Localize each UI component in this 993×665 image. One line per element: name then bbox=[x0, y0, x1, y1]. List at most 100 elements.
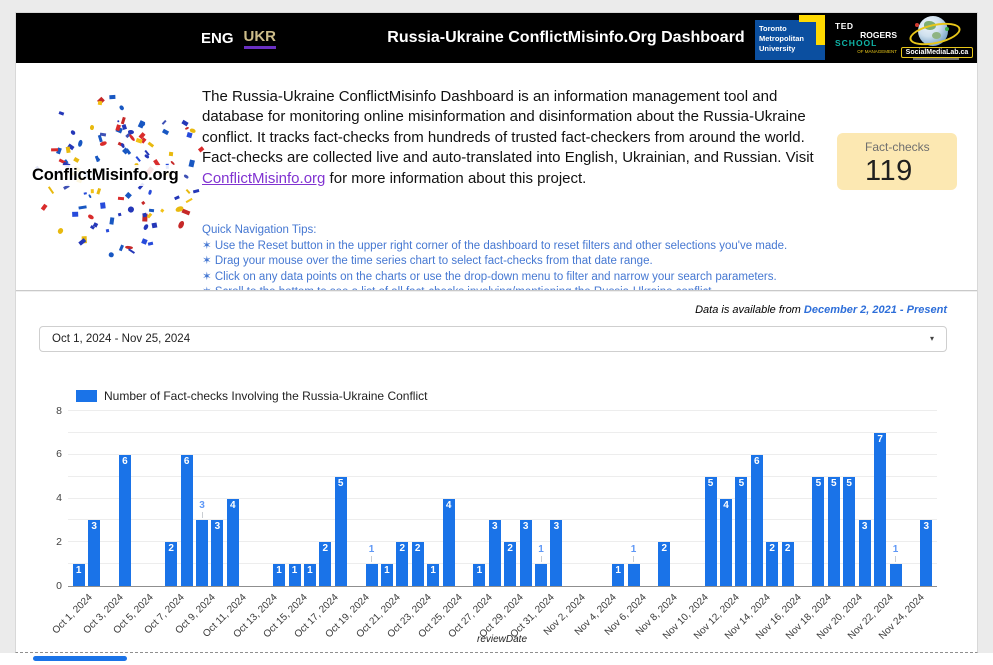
ted-rogers-logo: TED ROGERS SCHOOL OF MANAGEMENT bbox=[835, 21, 897, 54]
bar-oct-11-2024[interactable]: 4 bbox=[226, 498, 239, 586]
confetti-particle bbox=[162, 129, 169, 136]
confetti-particle bbox=[121, 123, 127, 130]
data-availability-note: Data is available from December 2, 2021 … bbox=[695, 304, 947, 316]
bar-oct-27-2024[interactable]: 1 bbox=[473, 564, 486, 586]
legend-label: Number of Fact-checks Involving the Russ… bbox=[104, 389, 428, 403]
bar-value-label: 3 bbox=[522, 521, 529, 533]
bar-value-label: 5 bbox=[337, 477, 344, 489]
confetti-particle bbox=[125, 191, 133, 199]
bar-nov-23-2024[interactable] bbox=[889, 564, 902, 586]
bar-chart: 0 2 4 6 8 Oct 1, 2024 1 3 Oct 3, 2024 6 Oct 5, 202… bbox=[50, 405, 937, 642]
chart-legend: Number of Fact-checks Involving the Russ… bbox=[76, 389, 427, 403]
bar-nov-22-2024[interactable]: 7 bbox=[874, 432, 887, 586]
bar-oct-7-2024[interactable]: 2 bbox=[165, 542, 178, 586]
bar-value-label: 6 bbox=[122, 455, 128, 467]
confetti-particle bbox=[151, 221, 157, 228]
language-toggle: ENG UKR bbox=[201, 13, 277, 63]
bar-nov-15-2024[interactable]: 2 bbox=[766, 542, 779, 586]
bar-oct-24-2024[interactable]: 1 bbox=[427, 564, 440, 586]
bar-nov-12-2024[interactable]: 4 bbox=[720, 498, 732, 586]
bar-value-label: 3 bbox=[861, 521, 868, 533]
confetti-particle bbox=[185, 188, 191, 194]
intro-section: ConflictMisinfo.org The Russia-Ukraine C… bbox=[16, 63, 977, 290]
bar-value-label-above: 1 bbox=[368, 544, 375, 556]
bar-oct-17-2024[interactable]: 2 bbox=[319, 542, 332, 586]
bar-oct-4-2024[interactable]: 6 bbox=[118, 454, 131, 586]
social-media-lab-name: SocialMediaLab.ca bbox=[901, 47, 973, 58]
scorecard-label: Fact-checks bbox=[865, 140, 930, 154]
bar-oct-21-2024[interactable]: 1 bbox=[380, 564, 393, 586]
bar-oct-10-2024[interactable]: 3 bbox=[211, 520, 224, 586]
bar-nov-1-2024[interactable]: 3 bbox=[550, 520, 563, 586]
availability-range: December 2, 2021 - Present bbox=[803, 304, 947, 316]
legend-swatch bbox=[76, 390, 97, 402]
confetti-particle bbox=[105, 229, 110, 233]
bar-oct-28-2024[interactable]: 3 bbox=[488, 520, 501, 586]
bar-oct-14-2024[interactable]: 1 bbox=[273, 564, 285, 586]
bar-nov-19-2024[interactable]: 5 bbox=[827, 476, 840, 586]
bar-oct-25-2024[interactable]: 4 bbox=[442, 498, 455, 586]
confetti-particle bbox=[117, 212, 122, 217]
bar-nov-25-2024[interactable]: 3 bbox=[920, 520, 933, 586]
conflictmisinfo-link[interactable]: ConflictMisinfo.org bbox=[202, 169, 326, 187]
bar-oct-31-2024[interactable] bbox=[535, 564, 547, 586]
confetti-particle bbox=[118, 104, 125, 112]
bar-nov-21-2024[interactable]: 3 bbox=[858, 520, 871, 586]
bar-value-label: 3 bbox=[214, 521, 221, 533]
tmu-yellow-bar bbox=[816, 15, 825, 45]
bar-oct-20-2024[interactable] bbox=[365, 564, 378, 586]
bar-nov-5-2024[interactable]: 1 bbox=[612, 564, 625, 586]
project-description: The Russia-Ukraine ConflictMisinfo Dashb… bbox=[202, 88, 814, 187]
lang-eng[interactable]: ENG bbox=[201, 29, 234, 47]
bar-nov-11-2024[interactable]: 5 bbox=[704, 476, 717, 586]
confetti-particle bbox=[109, 216, 115, 225]
confetti-particle bbox=[59, 110, 65, 116]
page-bottom-area bbox=[0, 653, 993, 665]
lang-ukr[interactable]: UKR bbox=[243, 28, 277, 49]
confetti-particle bbox=[97, 188, 102, 195]
header-bar: ENG UKR Russia-Ukraine ConflictMisinfo.O… bbox=[16, 13, 977, 63]
x-axis-line bbox=[68, 586, 937, 587]
confetti-particle bbox=[188, 159, 196, 168]
bar-oct-29-2024[interactable]: 2 bbox=[504, 542, 517, 586]
bar-oct-23-2024[interactable]: 2 bbox=[411, 542, 424, 586]
confetti-particle bbox=[117, 196, 124, 200]
y-axis-tick-label: 8 bbox=[56, 404, 62, 417]
bar-oct-18-2024[interactable]: 5 bbox=[334, 476, 347, 586]
confetti-particle bbox=[99, 203, 106, 210]
bar-value-label: 2 bbox=[322, 543, 329, 555]
date-range-dropdown[interactable]: Oct 1, 2024 - Nov 25, 2024 ▾ bbox=[39, 326, 947, 352]
bar-nov-8-2024[interactable]: 2 bbox=[658, 542, 671, 586]
bar-oct-9-2024[interactable] bbox=[196, 520, 208, 586]
tips-title: Quick Navigation Tips: bbox=[202, 224, 317, 236]
confetti-particle bbox=[186, 131, 193, 138]
confetti-particle bbox=[82, 191, 87, 195]
bar-nov-16-2024[interactable]: 2 bbox=[781, 542, 794, 586]
bar-oct-22-2024[interactable]: 2 bbox=[396, 542, 409, 586]
bar-oct-2-2024[interactable]: 3 bbox=[88, 520, 101, 586]
y-axis-tick-label: 0 bbox=[56, 579, 62, 592]
bar-oct-1-2024[interactable]: 1 bbox=[72, 564, 85, 586]
horizontal-scrollbar-thumb[interactable] bbox=[33, 656, 127, 661]
quick-navigation-tips: Quick Navigation Tips: ✶ Use the Reset b… bbox=[202, 223, 882, 290]
bar-nov-6-2024[interactable] bbox=[627, 564, 640, 586]
bar-oct-30-2024[interactable]: 3 bbox=[519, 520, 532, 586]
bar-value-label: 4 bbox=[230, 499, 236, 511]
bar-oct-16-2024[interactable]: 1 bbox=[303, 564, 316, 586]
bar-value-label: 2 bbox=[507, 543, 513, 555]
bar-nov-20-2024[interactable]: 5 bbox=[843, 476, 856, 586]
confetti-particle bbox=[127, 248, 135, 255]
gridline bbox=[68, 519, 937, 521]
bar-value-label: 5 bbox=[738, 477, 745, 489]
bar-oct-15-2024[interactable]: 1 bbox=[288, 564, 301, 586]
bar-nov-13-2024[interactable]: 5 bbox=[735, 476, 748, 586]
bar-oct-8-2024[interactable]: 6 bbox=[180, 454, 193, 586]
bar-value-label: 1 bbox=[476, 565, 483, 577]
tip-item: ✶ Click on any data points on the charts… bbox=[202, 270, 777, 283]
confetti-particle bbox=[192, 189, 200, 194]
bar-value-label: 5 bbox=[707, 477, 714, 489]
bar-nov-18-2024[interactable]: 5 bbox=[812, 476, 825, 586]
bar-nov-14-2024[interactable]: 6 bbox=[750, 454, 763, 586]
bar-value-label: 1 bbox=[276, 565, 282, 577]
confetti-particle bbox=[126, 205, 136, 215]
